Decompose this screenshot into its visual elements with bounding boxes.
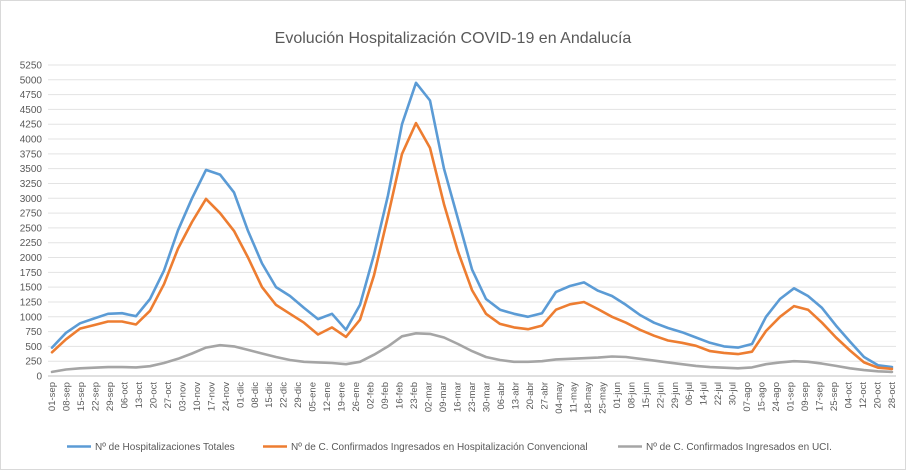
x-tick-label: 06-jul: [684, 382, 695, 405]
y-tick-label: 3500: [20, 164, 43, 175]
legend-label-3: Nº de C. Confirmados Ingresados en UCI.: [646, 442, 832, 453]
x-tick-label: 24-nov: [221, 382, 232, 411]
x-tick-label: 15-sep: [76, 382, 87, 411]
chart-title: Evolución Hospitalización COVID-19 en An…: [275, 30, 632, 47]
x-tick-label: 29-jun: [670, 382, 681, 408]
x-tick-label: 01-sep: [47, 382, 58, 411]
x-tick-label: 05-ene: [308, 382, 319, 412]
x-tick-label: 22-dic: [279, 382, 290, 408]
x-tick-label: 09-feb: [380, 382, 391, 409]
x-tick-label: 12-oct: [858, 382, 869, 409]
x-tick-label: 15-dic: [264, 382, 275, 408]
x-tick-label: 17-nov: [206, 382, 217, 411]
x-tick-label: 20-oct: [148, 382, 159, 409]
y-axis-ticks: 0 250 500 750 1000 1250 1500 1750 2000 2250 2500 27…: [20, 61, 43, 383]
series-lines: [50, 81, 894, 374]
x-tick-label: 10-nov: [192, 382, 203, 411]
y-tick-label: 750: [25, 327, 42, 338]
x-tick-label: 07-ago: [742, 382, 753, 412]
x-tick-label: 25-sep: [829, 382, 840, 411]
x-tick-label: 19-ene: [337, 382, 348, 412]
series-line-3: [50, 331, 894, 374]
y-tick-label: 1250: [20, 297, 43, 308]
legend-label-1: Nº de Hospitalizaciones Totales: [95, 442, 235, 453]
y-tick-label: 1750: [20, 268, 43, 279]
x-tick-label: 16-feb: [395, 382, 406, 409]
x-tick-label: 13-oct: [134, 382, 145, 409]
x-tick-label: 12-ene: [322, 382, 333, 412]
legend: Nº de Hospitalizaciones Totales Nº de C. …: [67, 442, 832, 453]
x-tick-label: 28-oct: [887, 382, 898, 409]
x-tick-label: 15-ago: [757, 382, 768, 412]
x-tick-label: 08-dic: [250, 382, 261, 408]
y-tick-label: 2000: [20, 253, 43, 264]
y-tick-label: 4750: [20, 90, 43, 101]
x-tick-label: 01-sep: [786, 382, 797, 411]
x-tick-label: 29-sep: [105, 382, 116, 411]
x-tick-label: 23-feb: [409, 382, 420, 409]
x-tick-label: 14-jul: [699, 382, 710, 405]
x-tick-label: 09-sep: [800, 382, 811, 411]
x-tick-label: 04-oct: [844, 382, 855, 409]
x-tick-label: 27-oct: [163, 382, 174, 409]
y-tick-label: 3000: [20, 194, 43, 205]
y-tick-label: 5000: [20, 75, 43, 86]
x-tick-label: 30-jul: [728, 382, 739, 405]
x-tick-label: 02-feb: [366, 382, 377, 409]
x-tick-label: 24-ago: [771, 382, 782, 412]
legend-label-2: Nº de C. Confirmados Ingresados en Hospi…: [291, 442, 588, 453]
y-tick-label: 3250: [20, 179, 43, 190]
y-tick-label: 250: [25, 357, 42, 368]
x-tick-label: 11-may: [568, 382, 579, 413]
x-tick-label: 08-sep: [61, 382, 72, 411]
x-tick-label: 02-mar: [424, 382, 435, 412]
y-tick-label: 5250: [20, 61, 43, 72]
x-tick-label: 26-ene: [351, 382, 362, 412]
x-tick-label: 22-sep: [90, 382, 101, 411]
y-tick-label: 4500: [20, 105, 43, 116]
x-tick-label: 15-jun: [641, 382, 652, 408]
x-tick-label: 29-dic: [293, 382, 304, 408]
x-tick-label: 06-oct: [119, 382, 130, 409]
x-tick-label: 08-jun: [626, 382, 637, 408]
x-tick-label: 22-jun: [655, 382, 666, 408]
x-tick-label: 16-mar: [453, 382, 464, 412]
y-tick-label: 4250: [20, 120, 43, 131]
x-tick-label: 01-dic: [235, 382, 246, 408]
y-tick-label: 1000: [20, 312, 43, 323]
x-tick-label: 30-mar: [481, 382, 492, 412]
x-axis-ticks: 01-sep 08-sep 15-sep 22-sep 29-sep 06-oct 13-o…: [47, 382, 898, 414]
x-tick-label: 03-nov: [177, 382, 188, 411]
x-tick-label: 23-mar: [467, 382, 478, 412]
x-tick-label: 06-abr: [496, 382, 507, 409]
x-tick-label: 04-may: [554, 382, 565, 414]
x-tick-label: 22-jul: [713, 382, 724, 405]
x-tick-label: 01-jun: [612, 382, 623, 408]
x-tick-label: 25-may: [597, 382, 608, 414]
y-tick-label: 2500: [20, 223, 43, 234]
x-tick-label: 20-oct: [873, 382, 884, 409]
y-tick-label: 4000: [20, 135, 43, 146]
y-tick-label: 3750: [20, 149, 43, 160]
y-tick-label: 0: [36, 372, 42, 383]
x-tick-label: 18-may: [583, 382, 594, 414]
series-line-1: [50, 81, 894, 369]
x-tick-label: 17-sep: [815, 382, 826, 411]
x-tick-label: 20-abr: [525, 382, 536, 409]
y-tick-label: 1500: [20, 283, 43, 294]
y-tick-label: 2250: [20, 238, 43, 249]
x-tick-label: 09-mar: [438, 382, 449, 412]
y-tick-label: 500: [25, 342, 42, 353]
x-tick-label: 13-abr: [510, 382, 521, 409]
y-tick-label: 2750: [20, 209, 43, 220]
series-line-2: [50, 121, 894, 371]
x-tick-label: 27-abr: [539, 382, 550, 409]
